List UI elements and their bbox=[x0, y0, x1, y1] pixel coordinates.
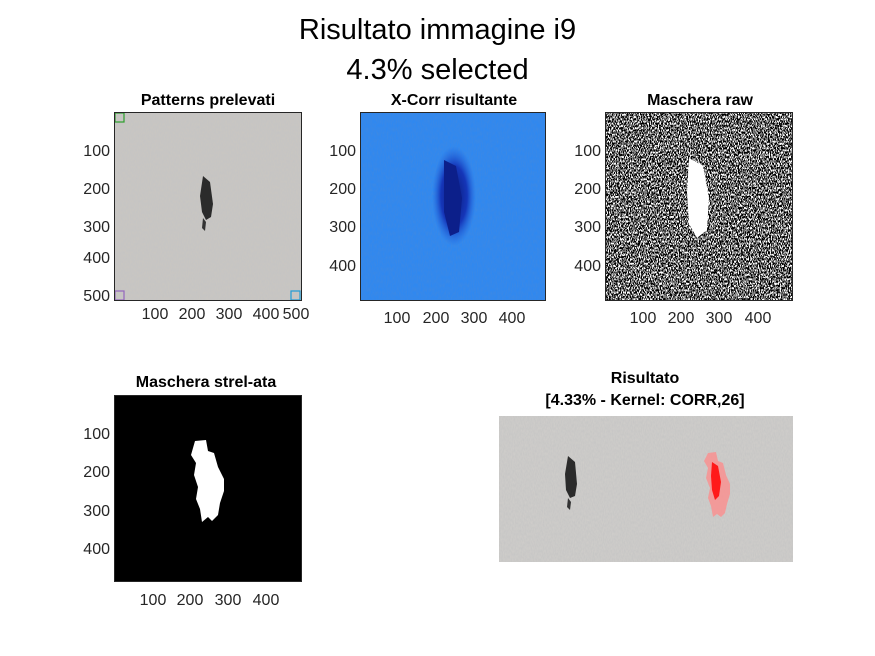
xcorr-ytick: 100 bbox=[329, 143, 356, 160]
mask-strel-ytick: 200 bbox=[83, 464, 110, 481]
patterns-ytick: 400 bbox=[83, 250, 110, 267]
xcorr-title: X-Corr risultante bbox=[390, 92, 518, 109]
figure-subtitle: 4.3% selected bbox=[346, 54, 529, 86]
patterns-xtick: 300 bbox=[215, 306, 243, 323]
patterns-xtick: 100 bbox=[141, 306, 169, 323]
patterns-ytick: 500 bbox=[83, 288, 110, 305]
result-subtitle: [4.33% - Kernel: CORR,26] bbox=[545, 392, 745, 409]
patterns-title: Patterns prelevati bbox=[140, 92, 276, 109]
mask-strel-ytick: 400 bbox=[83, 541, 110, 558]
mask-raw-title: Maschera raw bbox=[647, 92, 753, 109]
mask-strel-xtick: 200 bbox=[176, 592, 204, 609]
xcorr-xtick: 400 bbox=[498, 310, 526, 327]
xcorr-xtick: 300 bbox=[460, 310, 488, 327]
result-title: Risultato bbox=[610, 370, 680, 387]
mask-strel-ytick: 100 bbox=[83, 426, 110, 443]
patterns-image bbox=[114, 112, 302, 301]
xcorr-ytick: 200 bbox=[329, 181, 356, 198]
patterns-xtick: 200 bbox=[178, 306, 206, 323]
patterns-xtick: 400 bbox=[252, 306, 280, 323]
xcorr-image bbox=[360, 112, 546, 301]
patterns-ytick: 300 bbox=[83, 219, 110, 236]
mask-raw-xtick: 200 bbox=[667, 310, 695, 327]
mask-strel-xtick: 100 bbox=[139, 592, 167, 609]
mask-raw-xtick: 300 bbox=[705, 310, 733, 327]
mask-strel-ytick: 300 bbox=[83, 503, 110, 520]
mask-raw-ytick: 100 bbox=[574, 143, 601, 160]
patterns-ytick: 100 bbox=[83, 143, 110, 160]
mask-raw-image bbox=[605, 112, 793, 301]
mask-raw-ytick: 200 bbox=[574, 181, 601, 198]
mask-strel-xtick: 400 bbox=[252, 592, 280, 609]
mask-strel-xtick: 300 bbox=[214, 592, 242, 609]
result-image bbox=[499, 416, 793, 562]
xcorr-ytick: 300 bbox=[329, 219, 356, 236]
mask-raw-xtick: 100 bbox=[629, 310, 657, 327]
mask-raw-ytick: 400 bbox=[574, 258, 601, 275]
patterns-ytick: 200 bbox=[83, 181, 110, 198]
figure-title: Risultato immagine i9 bbox=[298, 14, 577, 46]
xcorr-ytick: 400 bbox=[329, 258, 356, 275]
mask-strel-image bbox=[114, 395, 302, 582]
patterns-xtick: 500 bbox=[282, 306, 310, 323]
xcorr-xtick: 200 bbox=[422, 310, 450, 327]
xcorr-xtick: 100 bbox=[383, 310, 411, 327]
mask-raw-ytick: 300 bbox=[574, 219, 601, 236]
result-highlight bbox=[704, 452, 730, 517]
mask-strel-title: Maschera strel-ata bbox=[135, 374, 277, 391]
mask-raw-xtick: 400 bbox=[744, 310, 772, 327]
